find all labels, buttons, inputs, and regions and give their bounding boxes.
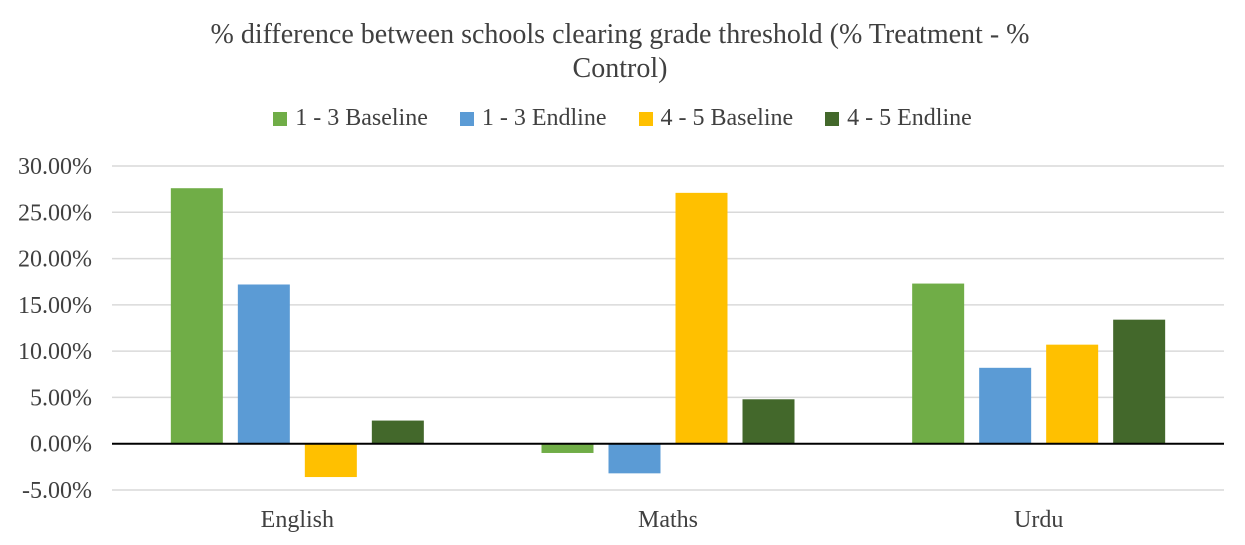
legend-item: 1 - 3 Baseline bbox=[273, 105, 428, 132]
bar bbox=[541, 443, 594, 453]
bar bbox=[237, 284, 290, 444]
chart-title: % difference between schools clearing gr… bbox=[210, 19, 1030, 84]
bar bbox=[1113, 319, 1166, 444]
legend-label: 4 - 5 Baseline bbox=[660, 105, 794, 131]
legend-item: 4 - 5 Endline bbox=[825, 105, 972, 132]
legend-swatch bbox=[825, 111, 840, 126]
bar bbox=[304, 443, 357, 478]
y-tick-label: 20.00% bbox=[18, 247, 92, 273]
legend: 1 - 3 Baseline 1 - 3 Endline 4 - 5 Baselin… bbox=[0, 105, 1245, 132]
legend-swatch bbox=[638, 111, 653, 126]
bar bbox=[675, 192, 728, 444]
legend-label: 1 - 3 Baseline bbox=[295, 105, 428, 131]
bar bbox=[912, 283, 965, 444]
y-tick-label: -5.00% bbox=[22, 478, 92, 504]
legend-item: 4 - 5 Baseline bbox=[638, 105, 794, 132]
bar bbox=[979, 367, 1032, 444]
x-tick-label: English bbox=[261, 507, 334, 533]
bar bbox=[1046, 344, 1099, 444]
x-tick-label: Maths bbox=[638, 507, 698, 533]
legend-swatch bbox=[459, 111, 474, 126]
y-tick-label: 5.00% bbox=[30, 385, 92, 411]
y-tick-label: 15.00% bbox=[18, 293, 92, 319]
legend-item: 1 - 3 Endline bbox=[459, 105, 607, 132]
legend-label: 1 - 3 Endline bbox=[481, 105, 607, 131]
x-tick-label: Urdu bbox=[1014, 507, 1063, 533]
y-tick-label: 10.00% bbox=[18, 339, 92, 365]
bar bbox=[608, 443, 661, 474]
legend-label: 4 - 5 Endline bbox=[847, 105, 972, 131]
y-tick-label: 25.00% bbox=[18, 200, 92, 226]
bar bbox=[742, 399, 795, 444]
legend-swatch bbox=[273, 111, 288, 126]
y-tick-label: 0.00% bbox=[30, 432, 92, 458]
bar bbox=[371, 420, 424, 444]
bar bbox=[170, 188, 223, 444]
y-tick-label: 30.00% bbox=[18, 154, 92, 180]
